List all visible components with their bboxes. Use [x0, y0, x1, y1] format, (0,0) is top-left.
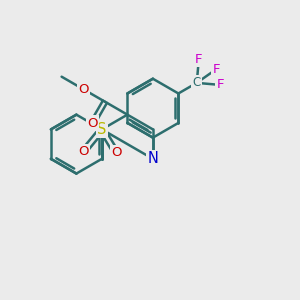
- Text: F: F: [195, 53, 202, 66]
- Text: O: O: [111, 146, 122, 159]
- Text: F: F: [212, 63, 220, 76]
- Text: O: O: [87, 117, 98, 130]
- Text: O: O: [78, 83, 88, 96]
- Text: F: F: [217, 78, 224, 92]
- Text: C: C: [193, 76, 201, 89]
- Text: N: N: [148, 151, 158, 166]
- Text: S: S: [97, 122, 106, 137]
- Text: O: O: [78, 145, 89, 158]
